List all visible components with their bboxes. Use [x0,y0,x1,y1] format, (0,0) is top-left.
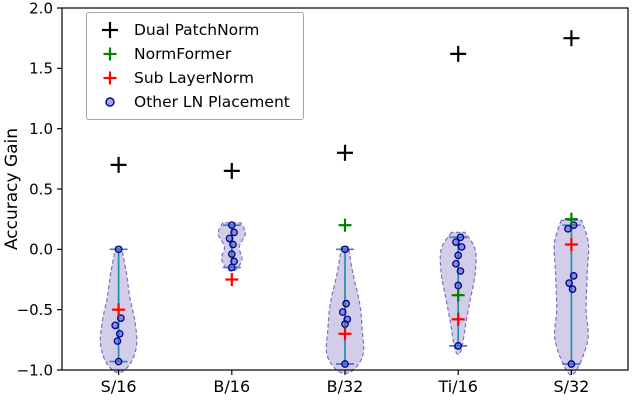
other-ln-dot [114,357,123,366]
legend: Dual PatchNorm NormFormer Sub LayerNorm … [86,12,304,120]
other-ln-dot [454,342,463,350]
other-ln-dot [117,314,125,322]
x-tick-label: S/16 [101,377,137,396]
legend-item-sub-layernorm: Sub LayerNorm [95,68,290,88]
other-ln-dot [227,250,236,259]
x-tick-label: S/32 [553,377,589,396]
other-ln-dot [454,251,463,260]
other-ln-dot [452,238,460,246]
other-ln-dot [341,360,349,368]
other-ln-dot [338,308,347,316]
y-tick-label: 0.0 [29,241,53,259]
plus-marker-icon [102,22,118,38]
y-tick-label: 1.0 [29,120,53,138]
other-ln-dot [115,329,124,338]
other-ln-dot [342,299,350,308]
other-ln-dot [341,245,349,254]
other-ln-dot [114,245,123,254]
plus-marker-icon [103,71,117,85]
other-ln-dot [229,240,237,249]
legend-item-other-ln-placement: Other LN Placement [95,92,290,112]
legend-item-normformer: NormFormer [95,44,290,64]
other-ln-dot [564,224,572,233]
other-ln-dot [568,285,577,294]
y-tick-label: 1.5 [29,60,53,78]
legend-label: Other LN Placement [134,93,290,111]
other-ln-dot [456,233,465,242]
other-ln-dot [113,337,122,345]
other-ln-dot [227,221,236,230]
legend-label: Dual PatchNorm [134,21,260,39]
x-tick-label: Ti/16 [437,377,477,396]
y-tick-label: 0.5 [29,180,53,198]
other-ln-dot [111,321,120,330]
other-ln-dot [567,360,576,368]
y-tick-label: −0.5 [17,301,53,319]
other-ln-dot [454,281,463,290]
other-ln-dot [565,279,573,287]
x-tick-label: B/16 [213,377,250,396]
other-ln-dot [227,263,236,272]
y-tick-label: 2.0 [29,0,53,17]
legend-label: Sub LayerNorm [134,69,254,87]
other-ln-dot [341,320,349,328]
circle-marker-icon [105,97,115,107]
other-ln-dot [457,243,466,251]
x-tick-label: B/32 [327,377,364,396]
legend-item-dual-patchnorm: Dual PatchNorm [95,20,290,40]
other-ln-dot [569,272,578,280]
other-ln-dot [456,267,465,275]
plus-marker-icon [103,47,117,61]
y-axis-label: Accuracy Gain [2,128,22,250]
other-ln-dot [452,259,460,268]
y-tick-label: −1.0 [17,361,53,379]
legend-label: NormFormer [134,45,232,63]
other-ln-dot [230,228,238,237]
other-ln-dot [225,234,234,243]
